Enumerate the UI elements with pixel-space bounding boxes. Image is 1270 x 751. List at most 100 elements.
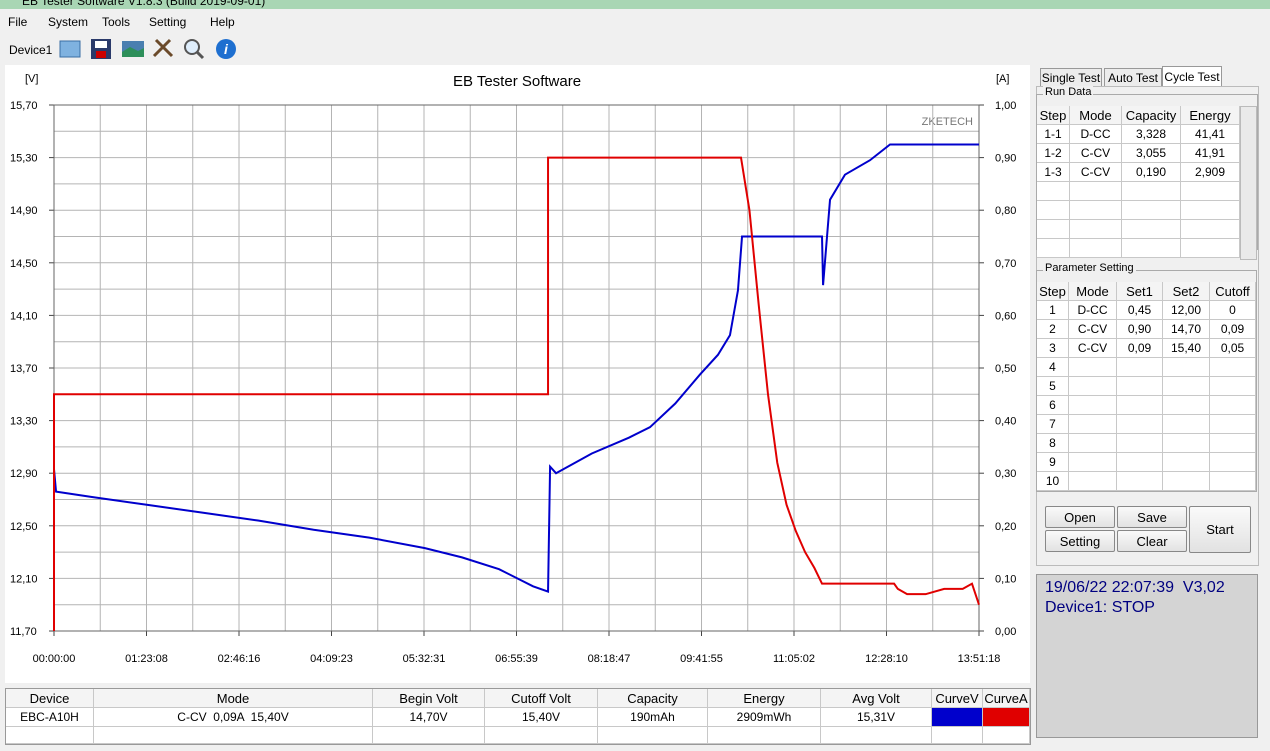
table-cell: 2909mWh xyxy=(708,708,821,727)
info-icon[interactable] xyxy=(216,39,236,59)
x-tick-label: 08:18:47 xyxy=(588,653,631,665)
menu-bar: File System Tools Setting Help xyxy=(0,13,1270,32)
table-cell xyxy=(1117,415,1163,434)
table-cell: 15,31V xyxy=(821,708,932,727)
table-cell xyxy=(1069,358,1117,377)
column-header: Capacity xyxy=(1122,106,1181,125)
table-cell: 2 xyxy=(1037,320,1069,339)
table-cell: 2,909 xyxy=(1181,163,1240,182)
table-cell xyxy=(1163,472,1210,491)
column-header: Energy xyxy=(708,689,821,708)
table-cell xyxy=(1210,358,1256,377)
chart-title: EB Tester Software xyxy=(453,73,581,90)
device-tab[interactable]: Device1 xyxy=(9,43,53,57)
save-icon-part xyxy=(95,41,107,48)
table-cell xyxy=(598,727,708,744)
window-title: EB Tester Software V1.8.3 (Build 2019-09… xyxy=(22,0,266,8)
side-tab[interactable]: Single Test xyxy=(1040,68,1102,87)
column-header: Cutoff xyxy=(1210,282,1256,301)
table-cell: 14,70V xyxy=(373,708,485,727)
table-cell: C-CV xyxy=(1070,144,1122,163)
menu-item[interactable]: Help xyxy=(210,15,235,29)
open-icon[interactable] xyxy=(59,40,81,58)
x-tick-label: 00:00:00 xyxy=(33,653,76,665)
table-cell: 15,40V xyxy=(485,708,598,727)
button[interactable]: Setting xyxy=(1045,530,1115,552)
side-tab[interactable]: Cycle Test xyxy=(1162,66,1222,87)
table-cell: 6 xyxy=(1037,396,1069,415)
y-tick-label: 14,50 xyxy=(10,258,38,270)
table-cell: 3,055 xyxy=(1122,144,1181,163)
x-tick-label: 06:55:39 xyxy=(495,653,538,665)
column-header: Set2 xyxy=(1163,282,1210,301)
table-cell xyxy=(1163,415,1210,434)
y-unit: [V] xyxy=(25,73,38,85)
button[interactable]: Start xyxy=(1189,506,1251,553)
y2-tick-label: 0,70 xyxy=(995,258,1016,270)
table-cell xyxy=(1181,182,1240,201)
table-cell xyxy=(1117,434,1163,453)
chart-background xyxy=(5,65,1030,683)
table-cell xyxy=(1122,220,1181,239)
table-cell xyxy=(1210,453,1256,472)
table-cell: D-CC xyxy=(1070,125,1122,144)
y-tick-label: 13,30 xyxy=(10,416,38,428)
tools-icon[interactable] xyxy=(152,38,174,58)
x-tick-label: 01:23:08 xyxy=(125,653,168,665)
button[interactable]: Clear xyxy=(1117,530,1187,552)
side-tab[interactable]: Auto Test xyxy=(1104,68,1162,87)
table-cell: 1-2 xyxy=(1037,144,1070,163)
table-cell xyxy=(1070,239,1122,258)
table-cell xyxy=(1117,453,1163,472)
table-cell: 0,190 xyxy=(1122,163,1181,182)
menu-item[interactable]: Tools xyxy=(102,15,131,29)
y2-tick-label: 0,10 xyxy=(995,573,1016,585)
table-cell xyxy=(1069,472,1117,491)
column-header: Mode xyxy=(1070,106,1122,125)
table-cell xyxy=(485,727,598,744)
y-tick-label: 15,30 xyxy=(10,153,38,165)
table-cell xyxy=(1117,377,1163,396)
button[interactable]: Open xyxy=(1045,506,1115,528)
x-tick-label: 11:05:02 xyxy=(773,653,815,665)
scrollbar[interactable] xyxy=(1240,106,1257,260)
button[interactable]: Save xyxy=(1117,506,1187,528)
y2-tick-label: 0,00 xyxy=(995,626,1016,638)
table-cell xyxy=(6,727,94,744)
table-cell: 41,91 xyxy=(1181,144,1240,163)
column-header: Cutoff Volt xyxy=(485,689,598,708)
table-cell xyxy=(1210,434,1256,453)
y-tick-label: 12,10 xyxy=(10,573,38,585)
menu-item[interactable]: System xyxy=(48,15,89,29)
y2-unit: [A] xyxy=(996,73,1009,85)
save-icon-part xyxy=(96,51,106,58)
table-cell: 3 xyxy=(1037,339,1069,358)
group-title: Parameter Setting xyxy=(1043,262,1136,274)
table-cell xyxy=(1122,201,1181,220)
menu-item[interactable]: Setting xyxy=(149,15,187,29)
table-cell: 10 xyxy=(1037,472,1069,491)
table-cell xyxy=(1070,220,1122,239)
status-line: Device1: STOP xyxy=(1045,599,1155,616)
column-header: Mode xyxy=(94,689,373,708)
table-cell xyxy=(1163,377,1210,396)
table-cell xyxy=(1210,377,1256,396)
menu-item[interactable]: File xyxy=(8,15,28,29)
table-cell: 5 xyxy=(1037,377,1069,396)
column-header: Avg Volt xyxy=(821,689,932,708)
search-icon-part xyxy=(195,50,205,60)
table-cell xyxy=(1163,453,1210,472)
info-icon-part: i xyxy=(224,41,229,57)
table-cell: C-CV 0,09A 15,40V xyxy=(94,708,373,727)
group-title: Run Data xyxy=(1043,86,1094,98)
table-cell xyxy=(1069,396,1117,415)
y2-tick-label: 0,40 xyxy=(995,416,1016,428)
y2-tick-label: 1,00 xyxy=(995,100,1016,112)
table-cell: 0,09 xyxy=(1210,320,1256,339)
column-header: Device xyxy=(6,689,94,708)
table-cell xyxy=(1181,201,1240,220)
table-cell: C-CV xyxy=(1069,339,1117,358)
search-icon[interactable] xyxy=(184,39,200,55)
table-cell xyxy=(1163,434,1210,453)
table-cell xyxy=(1070,201,1122,220)
